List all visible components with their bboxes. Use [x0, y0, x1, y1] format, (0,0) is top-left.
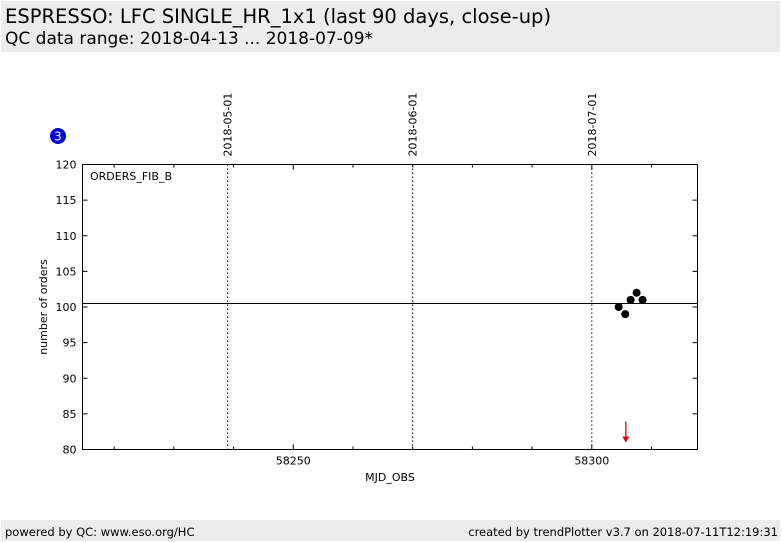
header-bar: ESPRESSO: LFC SINGLE_HR_1x1 (last 90 day… — [1, 1, 780, 52]
y-tick-label: 100 — [56, 301, 77, 314]
footer-credit: powered by QC: www.eso.org/HC — [5, 525, 195, 539]
badge-circle — [50, 128, 66, 144]
outlier-arrow-head — [622, 436, 630, 443]
y-tick-label: 95 — [63, 337, 77, 350]
panel-label: ORDERS_FIB_B — [90, 170, 172, 183]
data-point — [626, 295, 635, 304]
plot-frame — [82, 164, 698, 450]
page-subtitle: QC data range: 2018-04-13 ... 2018-07-09… — [5, 29, 374, 49]
badge-label: 3 — [54, 130, 62, 144]
footer-created: created by trendPlotter v3.7 on 2018-07-… — [468, 525, 778, 539]
data-point — [614, 303, 623, 311]
y-tick-label: 115 — [56, 194, 77, 207]
footer-bar: powered by QC: www.eso.org/HC created by… — [1, 520, 780, 541]
y-axis-ticks: 80 85 90 95 100 105 110 115 120 — [56, 159, 698, 457]
y-tick-label: 105 — [56, 265, 77, 278]
data-point — [632, 288, 641, 297]
x-tick-label: 58250 — [276, 455, 311, 468]
y-tick-label: 80 — [63, 444, 77, 457]
date-marker-label: 2018-07-01 — [586, 93, 599, 157]
data-point — [638, 295, 647, 304]
x-tick-label: 58300 — [574, 455, 609, 468]
y-tick-label: 85 — [63, 408, 77, 421]
date-markers: 2018-05-01 2018-06-01 2018-07-01 — [222, 93, 599, 450]
y-tick-label: 90 — [63, 372, 77, 385]
date-marker-label: 2018-05-01 — [222, 93, 235, 157]
data-point — [621, 310, 630, 319]
outlier-arrows — [622, 421, 630, 443]
x-axis-ticks: 58250 58300 — [113, 164, 653, 468]
y-axis-label: number of orders — [37, 259, 50, 355]
x-axis-label: MJD_OBS — [365, 471, 415, 484]
y-tick-label: 110 — [56, 230, 77, 243]
y-tick-label: 120 — [56, 159, 77, 172]
data-points — [614, 288, 647, 319]
page-title: ESPRESSO: LFC SINGLE_HR_1x1 (last 90 day… — [5, 5, 552, 28]
date-marker-label: 2018-06-01 — [407, 93, 420, 157]
